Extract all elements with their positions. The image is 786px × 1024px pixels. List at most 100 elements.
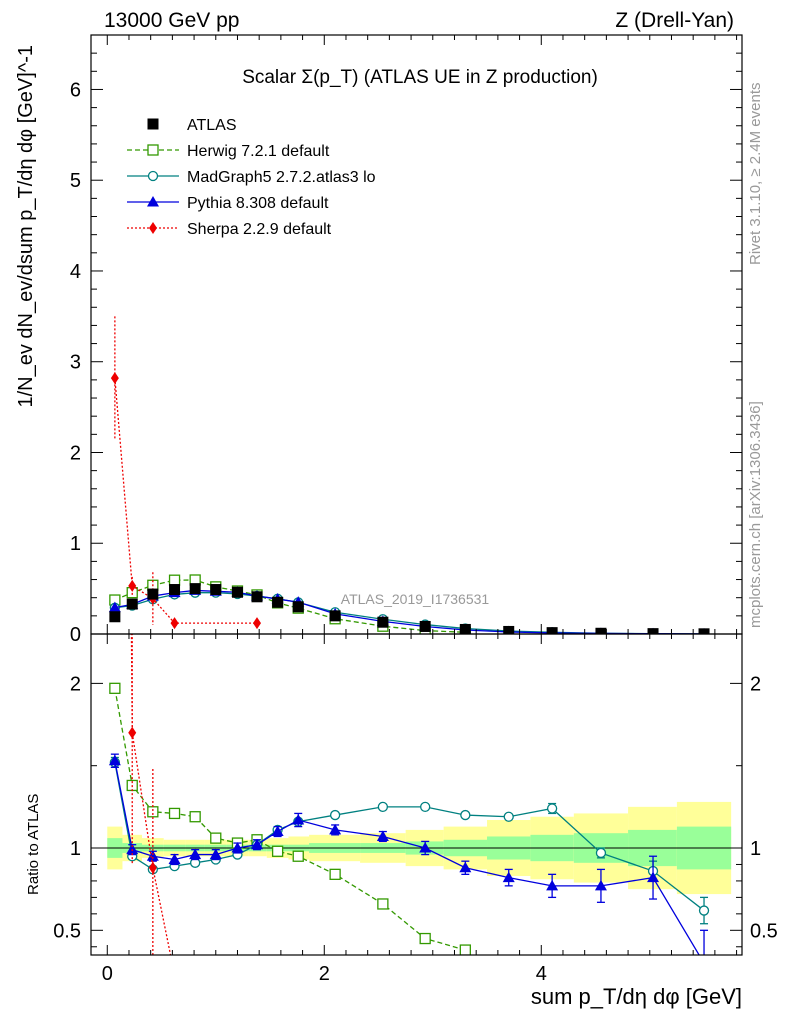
ratio-point	[329, 868, 341, 880]
atlas-data-point	[292, 601, 304, 613]
y-tick-label: 1	[70, 838, 81, 860]
ratio-point	[459, 944, 471, 955]
ratio-point	[253, 961, 261, 973]
main-panel: 0 1 2 3 4 5 6	[70, 34, 743, 646]
y-tick-label: 6	[70, 79, 81, 101]
main-point	[170, 617, 179, 630]
legend-entry: Herwig 7.2.1 default	[127, 143, 330, 160]
ratio-point	[210, 832, 222, 844]
ratio-point	[502, 871, 515, 883]
legend-label: Pythia 8.308 default	[187, 195, 329, 212]
analysis-watermark: ATLAS_2019_I1736531	[341, 591, 490, 607]
ratio-series-diamond	[128, 634, 261, 981]
ratio-panel: 0 2 4 0.5 0.5 1 1 2 2	[53, 633, 778, 985]
collision-label: 13000 GeV pp	[104, 9, 239, 32]
y-tick-label: 5	[70, 170, 81, 192]
ratio-point	[231, 842, 244, 853]
ratio-point	[109, 682, 121, 694]
ratio-point	[376, 830, 389, 841]
ratio-point	[546, 803, 558, 814]
ratio-point	[146, 850, 159, 861]
legend-marker	[149, 222, 157, 234]
ratio-point	[108, 754, 121, 766]
atlas-data-point	[459, 623, 471, 634]
ratio-point	[377, 801, 389, 812]
ratio-point	[595, 847, 607, 859]
rivet-version-label: Rivet 3.1.10, ≥ 2.4M events	[747, 83, 764, 266]
ratio-point	[329, 809, 341, 821]
ratio-point	[420, 801, 431, 812]
ratio-point	[168, 853, 181, 865]
main-point	[253, 617, 262, 630]
ratio-point	[377, 898, 389, 910]
ratio-point	[128, 726, 137, 739]
main-point	[168, 574, 181, 586]
main-point	[128, 579, 137, 592]
y-tick-label: 1	[70, 533, 81, 555]
ratio-point	[168, 807, 181, 820]
y-tick-label-right: 1	[750, 838, 761, 860]
main-series-diamond	[110, 316, 262, 630]
y-tick-label-right: 0.5	[750, 920, 778, 942]
main-series	[108, 316, 710, 634]
ratio-point	[503, 811, 514, 822]
ratio-point	[594, 879, 607, 891]
atlas-data-point	[546, 627, 558, 634]
atlas-data-point	[503, 625, 515, 634]
x-axis-label: sum p_T/dη dφ [GeV]	[531, 984, 742, 1009]
y-tick-label: 2	[70, 442, 81, 464]
x-tick-label: 0	[102, 963, 113, 985]
main-point	[108, 601, 121, 613]
legend-label: Herwig 7.2.1 default	[187, 143, 330, 160]
ratio-series-open-square	[109, 682, 471, 955]
legend-marker	[147, 196, 159, 207]
ratio-point	[189, 811, 201, 823]
legend-marker	[147, 118, 159, 130]
atlas-data-point	[272, 596, 284, 608]
ratio-point	[292, 850, 304, 862]
atlas-data-point	[210, 584, 222, 596]
x-tick-label: 4	[536, 963, 547, 985]
y-axis-label-main: 1/N_ev dN_ev/dsum p_T/dη dφ [GeV]^-1	[15, 45, 37, 408]
ratio-point	[460, 809, 471, 821]
ratio-point	[189, 848, 202, 860]
atlas-data-point	[109, 611, 121, 623]
x-tick-label: 2	[319, 963, 330, 985]
legend-label: ATLAS	[187, 117, 237, 134]
legend-entry: MadGraph5 2.7.2.atlas3 lo	[127, 169, 376, 186]
process-label: Z (Drell-Yan)	[615, 9, 734, 32]
ratio-point	[147, 806, 159, 818]
y-axis-label-ratio: Ratio to ATLAS	[25, 794, 42, 895]
ratio-point	[271, 825, 284, 837]
y-tick-label: 3	[70, 352, 81, 374]
mcplots-label: mcplots.cern.ch [arXiv:1306.3436]	[747, 401, 764, 628]
atlas-data-point	[231, 586, 243, 598]
y-tick-label: 4	[70, 261, 81, 283]
atlas-data-point	[419, 620, 431, 632]
atlas-data-point	[169, 584, 181, 596]
ratio-point	[419, 932, 431, 945]
atlas-data-point	[126, 598, 138, 610]
legend-marker	[147, 170, 159, 182]
ratio-point	[292, 814, 305, 825]
atlas-data-point	[189, 583, 201, 595]
y-tick-label: 0	[70, 624, 81, 646]
ratio-point	[459, 861, 472, 873]
ratio-point	[209, 848, 222, 860]
ratio-point	[171, 969, 179, 981]
ratio-point	[329, 823, 342, 835]
ratio-point	[148, 861, 157, 874]
atlas-data-point	[377, 616, 389, 628]
atlas-data	[109, 583, 710, 634]
ratio-series	[108, 634, 710, 981]
ratio-point	[647, 871, 660, 883]
ratio-line	[114, 688, 466, 951]
ratio-frame	[90, 633, 743, 956]
ratio-point	[126, 843, 139, 855]
y-tick-label-right: 2	[750, 673, 761, 695]
atlas-data-point	[595, 627, 607, 634]
legend-label: Sherpa 2.2.9 default	[187, 221, 332, 238]
y-tick-label: 0.5	[53, 920, 81, 942]
legend-entry: Pythia 8.308 default	[127, 195, 329, 212]
